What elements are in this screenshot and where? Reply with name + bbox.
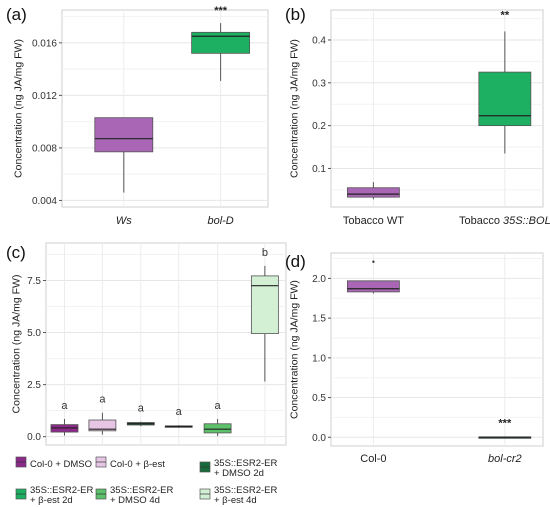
box-2: a [88,394,117,435]
y-axis-label: Concentration (ng JA/mg FW) [11,275,23,414]
box-1 [346,182,400,200]
significance-label: a [138,403,145,415]
x-tick-label: Col-0 [360,453,386,465]
box-iqr [191,31,251,54]
box-iqr [94,117,154,153]
box-1 [346,260,400,294]
y-tick-label: 0.2 [312,121,326,132]
panel-letter: (d) [285,252,306,271]
y-tick-label: 0.1 [312,164,326,175]
y-tick-label: 0.016 [32,38,57,49]
legend-item: Col-0 + DMSO [15,456,92,470]
box-iqr [88,419,117,432]
legend-item: 35S::ESR2-ER+ DMSO 2d [199,458,277,479]
panel-letter: (c) [6,243,26,262]
x-tick-label: bol-cr2 [488,453,522,465]
box-iqr [346,280,400,293]
legend-item: 35S::ESR2-ER+ β-est 4d [199,485,277,506]
y-tick-label: 0.0 [27,432,41,443]
box-5: a [203,400,232,437]
y-tick-label: 0.5 [312,393,326,404]
panel-d: (d) 0.0 0.5 1.0 1.5 2.0 Concentration (ng JA/m… [285,252,544,465]
y-tick-label: 0.012 [32,91,57,102]
y-axis-label: Concentration (ng JA/mg FW) [289,39,301,178]
box-3: a [126,403,155,427]
y-tick-label: 2.0 [312,274,326,285]
box-2: ** [478,9,532,154]
significance-label: ** [501,9,510,21]
y-axis-label: Concentration (ng JA/mg FW) [289,280,301,419]
box-iqr [250,275,279,334]
panel-c: (c) 0.0 2.5 5.0 7.5 Concentration (ng JA/mg F… [6,242,287,506]
x-tick-part: Tobacco WT [343,215,404,227]
legend-label: + β-est 2d [30,495,73,506]
y-tick-label: 1.0 [312,353,326,364]
significance-label: a [176,406,183,418]
legend-label: + DMSO 2d [214,468,264,479]
y-tick-label: 1.5 [312,314,326,325]
x-tick-label: Tobacco 35S::BOL [459,215,550,227]
x-tick-label: Ws [116,215,132,227]
y-tick-label: 0.0 [312,433,326,444]
x-tick-label: bol-D [207,215,233,227]
significance-label: a [99,394,106,406]
box-2: *** [478,417,532,439]
y-tick-label: 0.008 [32,143,57,154]
legend-label: Col-0 + β-est [110,459,165,470]
box-1: a [50,400,79,436]
y-tick-label: 0.4 [312,35,326,46]
significance-label: *** [498,417,512,429]
panel-a: (a) 0.004 0.008 0.012 0.016 Concentration (ng… [6,5,269,227]
y-tick-label: 2.5 [27,380,41,391]
panel-b: (b) 0.1 0.2 0.3 0.4 Concentration (ng JA/mg F… [285,5,550,227]
significance-label: a [215,400,222,412]
x-tick-label: Tobacco WT [343,215,404,227]
legend-item: 35S::ESR2-ER+ β-est 2d [15,485,93,506]
legend-label: Col-0 + DMSO [30,459,92,470]
outlier-point [372,260,375,263]
box-iqr [203,423,232,434]
legend-label: 35S::ESR2-ER [110,485,173,496]
legend-item: Col-0 + β-est [95,456,165,470]
y-tick-label: 0.004 [32,196,57,207]
legend-label: 35S::ESR2-ER [214,458,277,469]
x-tick-part: Tobacco [459,215,503,227]
significance-label: a [61,400,68,412]
y-axis-label: Concentration (ng JA/mg FW) [13,39,25,178]
box-6: b [250,247,279,382]
panel-letter: (a) [6,5,27,24]
legend-item: 35S::ESR2-ER+ DMSO 4d [95,485,173,506]
significance-label: b [262,247,268,259]
legend-label: 35S::ESR2-ER [214,485,277,496]
x-tick-part: 35S::BOL [503,215,550,227]
significance-label: *** [214,5,228,17]
box-2: *** [191,5,251,81]
box-4: a [164,406,193,428]
y-tick-label: 0.3 [312,78,326,89]
legend-label: + DMSO 4d [110,495,160,506]
legend-label: + β-est 4d [214,495,257,506]
legend-label: 35S::ESR2-ER [30,485,93,496]
box-1 [94,117,154,193]
box-iqr [346,187,400,198]
y-tick-label: 5.0 [27,328,41,339]
y-tick-label: 7.5 [27,276,41,287]
panel-letter: (b) [285,5,306,24]
plot-frame [45,242,287,446]
box-iqr [478,71,532,127]
legend: Col-0 + DMSO Col-0 + β-est 35S::ESR2-ER+ D… [15,456,277,506]
